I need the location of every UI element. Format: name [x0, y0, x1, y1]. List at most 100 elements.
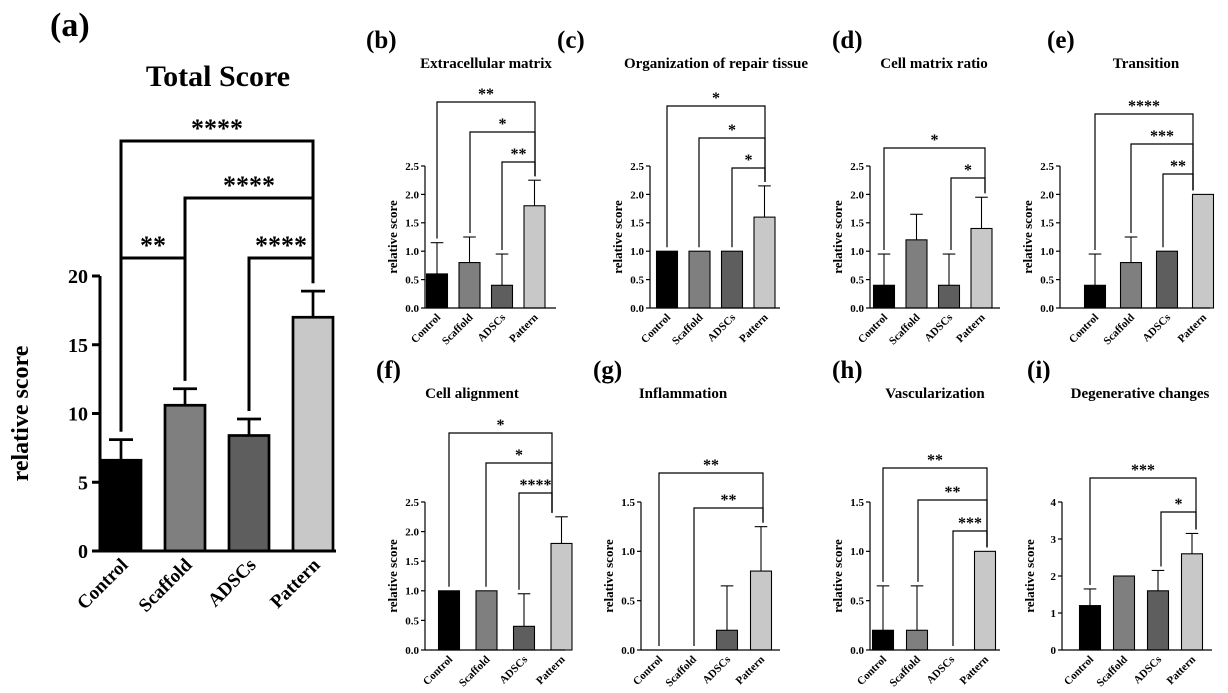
x-tick-label: Pattern: [954, 312, 988, 346]
significance-bracket: [448, 432, 553, 587]
x-tick-label: Scaffold: [457, 654, 493, 690]
significance-label: **: [927, 452, 943, 469]
bar-control: [99, 458, 143, 553]
y-tick-label: 5: [78, 472, 88, 494]
x-tick-label: Control: [631, 654, 665, 688]
bar-adscs: [490, 284, 514, 309]
significance-bracket: [469, 131, 536, 233]
bar-adscs: [720, 250, 744, 309]
significance-label: *: [745, 152, 753, 169]
significance-label: **: [140, 231, 166, 260]
panel-letter: (b): [366, 27, 397, 54]
significance-label: ****: [255, 231, 307, 260]
significance-label: ****: [1128, 98, 1160, 115]
x-tick-label: Pattern: [534, 654, 568, 688]
significance-bracket: [518, 492, 553, 590]
significance-bracket: [119, 256, 187, 432]
panel-letter: (d): [832, 27, 863, 54]
y-tick-label: 2.0: [850, 189, 864, 201]
significance-label: *: [499, 116, 507, 133]
y-axis-label: relative score: [830, 539, 845, 613]
y-tick-label: 2.5: [405, 161, 419, 173]
y-tick-label: 0: [1051, 645, 1057, 657]
y-axis-label: relative score: [1020, 200, 1035, 274]
y-axis-label: relative score: [385, 539, 400, 613]
y-tick-label: 0.0: [850, 303, 864, 315]
y-tick-label: 0.0: [630, 303, 644, 315]
panel-3: (c) Organization of repair tissue 0.0 0.5 1.…: [557, 27, 808, 347]
panel-2: (b) Extracellular matrix 0.0 0.5 1.0 1.5 2.0 2.…: [366, 27, 556, 347]
chart-title: Cell matrix ratio: [880, 56, 987, 72]
bar-scaffold: [475, 590, 498, 651]
x-tick-label: Scaffold: [1101, 312, 1137, 348]
bar-pattern: [291, 315, 335, 553]
y-tick-label: 1.0: [405, 246, 419, 258]
bar-pattern: [970, 227, 993, 309]
significance-label: **: [478, 86, 494, 103]
x-tick-label: Control: [73, 555, 132, 614]
significance-label: ****: [191, 114, 243, 143]
y-axis-label: relative score: [385, 200, 400, 274]
y-tick-label: 15: [68, 335, 88, 357]
significance-label: *: [497, 417, 505, 434]
significance-label: *: [515, 447, 523, 464]
significance-bracket: [436, 101, 536, 239]
bar-pattern: [753, 216, 776, 309]
bar-pattern: [1180, 553, 1204, 651]
y-tick-label: 2.0: [1040, 189, 1054, 201]
panel-letter: (h): [832, 357, 863, 384]
significance-label: ***: [1150, 128, 1174, 145]
y-tick-label: 3: [1051, 534, 1057, 546]
y-tick-label: 2.0: [405, 526, 419, 538]
y-tick-label: 1.0: [405, 586, 419, 598]
panel-5: (e) Transition 0.0 0.5 1.0 1.5 2.0 2.5 relative …: [1020, 27, 1215, 348]
y-tick-label: 1.5: [405, 218, 419, 230]
significance-bracket: [1130, 143, 1194, 233]
chart-title: Vascularization: [885, 386, 985, 402]
bar-scaffold: [458, 262, 481, 309]
panel-8: (h) Vascularization 0.0 0.5 1.0 1.5 relative s…: [830, 357, 1000, 689]
panel-6: (f) Cell alignment 0.0 0.5 1.0 1.5 2.0 2.5 relat…: [376, 357, 573, 690]
x-tick-label: ADSCs: [475, 311, 508, 344]
significance-bracket: [485, 462, 553, 587]
significance-bracket: [658, 472, 764, 646]
x-tick-label: ADSCs: [922, 311, 955, 344]
chart-title: Inflammation: [639, 386, 728, 402]
y-tick-label: 4: [1051, 497, 1057, 509]
bar-pattern: [1191, 193, 1215, 309]
y-tick-label: 10: [68, 404, 88, 426]
significance-bracket: [1160, 511, 1197, 567]
significance-label: **: [511, 146, 527, 163]
x-tick-label: Control: [421, 654, 455, 688]
significance-bracket: [666, 105, 766, 248]
y-axis-label: relative score: [830, 200, 845, 274]
panel-4: (d) Cell matrix ratio 0.0 0.5 1.0 1.5 2.0 2.5 re…: [830, 27, 1000, 347]
bar-control: [1083, 284, 1107, 309]
x-tick-label: Scaffold: [887, 654, 923, 690]
y-axis-label: relative score: [8, 345, 34, 481]
significance-bracket: [950, 177, 986, 251]
significance-label: ****: [520, 477, 552, 494]
bar-control: [1078, 605, 1102, 651]
panel-letter: (a): [50, 7, 90, 44]
x-tick-label: Pattern: [266, 554, 324, 612]
chart-title: Organization of repair tissue: [624, 56, 808, 72]
x-tick-label: Control: [639, 312, 673, 346]
significance-label: *: [728, 122, 736, 139]
y-axis-label: relative score: [601, 539, 616, 613]
x-tick-label: Pattern: [737, 312, 771, 346]
x-tick-label: Pattern: [734, 654, 768, 688]
chart-title: Transition: [1113, 56, 1180, 72]
bar-scaffold: [1119, 262, 1143, 309]
y-tick-label: 0.5: [405, 274, 419, 286]
y-tick-label: 1.5: [621, 497, 635, 509]
x-tick-label: Control: [1062, 654, 1096, 688]
x-tick-label: ADSCs: [705, 311, 738, 344]
significance-label: **: [945, 484, 961, 501]
x-tick-label: Scaffold: [663, 654, 699, 690]
y-tick-label: 1.0: [850, 246, 864, 258]
x-tick-label: Scaffold: [440, 312, 476, 348]
bar-pattern: [973, 550, 997, 651]
significance-bracket: [119, 139, 315, 432]
y-tick-label: 1.0: [621, 546, 635, 558]
